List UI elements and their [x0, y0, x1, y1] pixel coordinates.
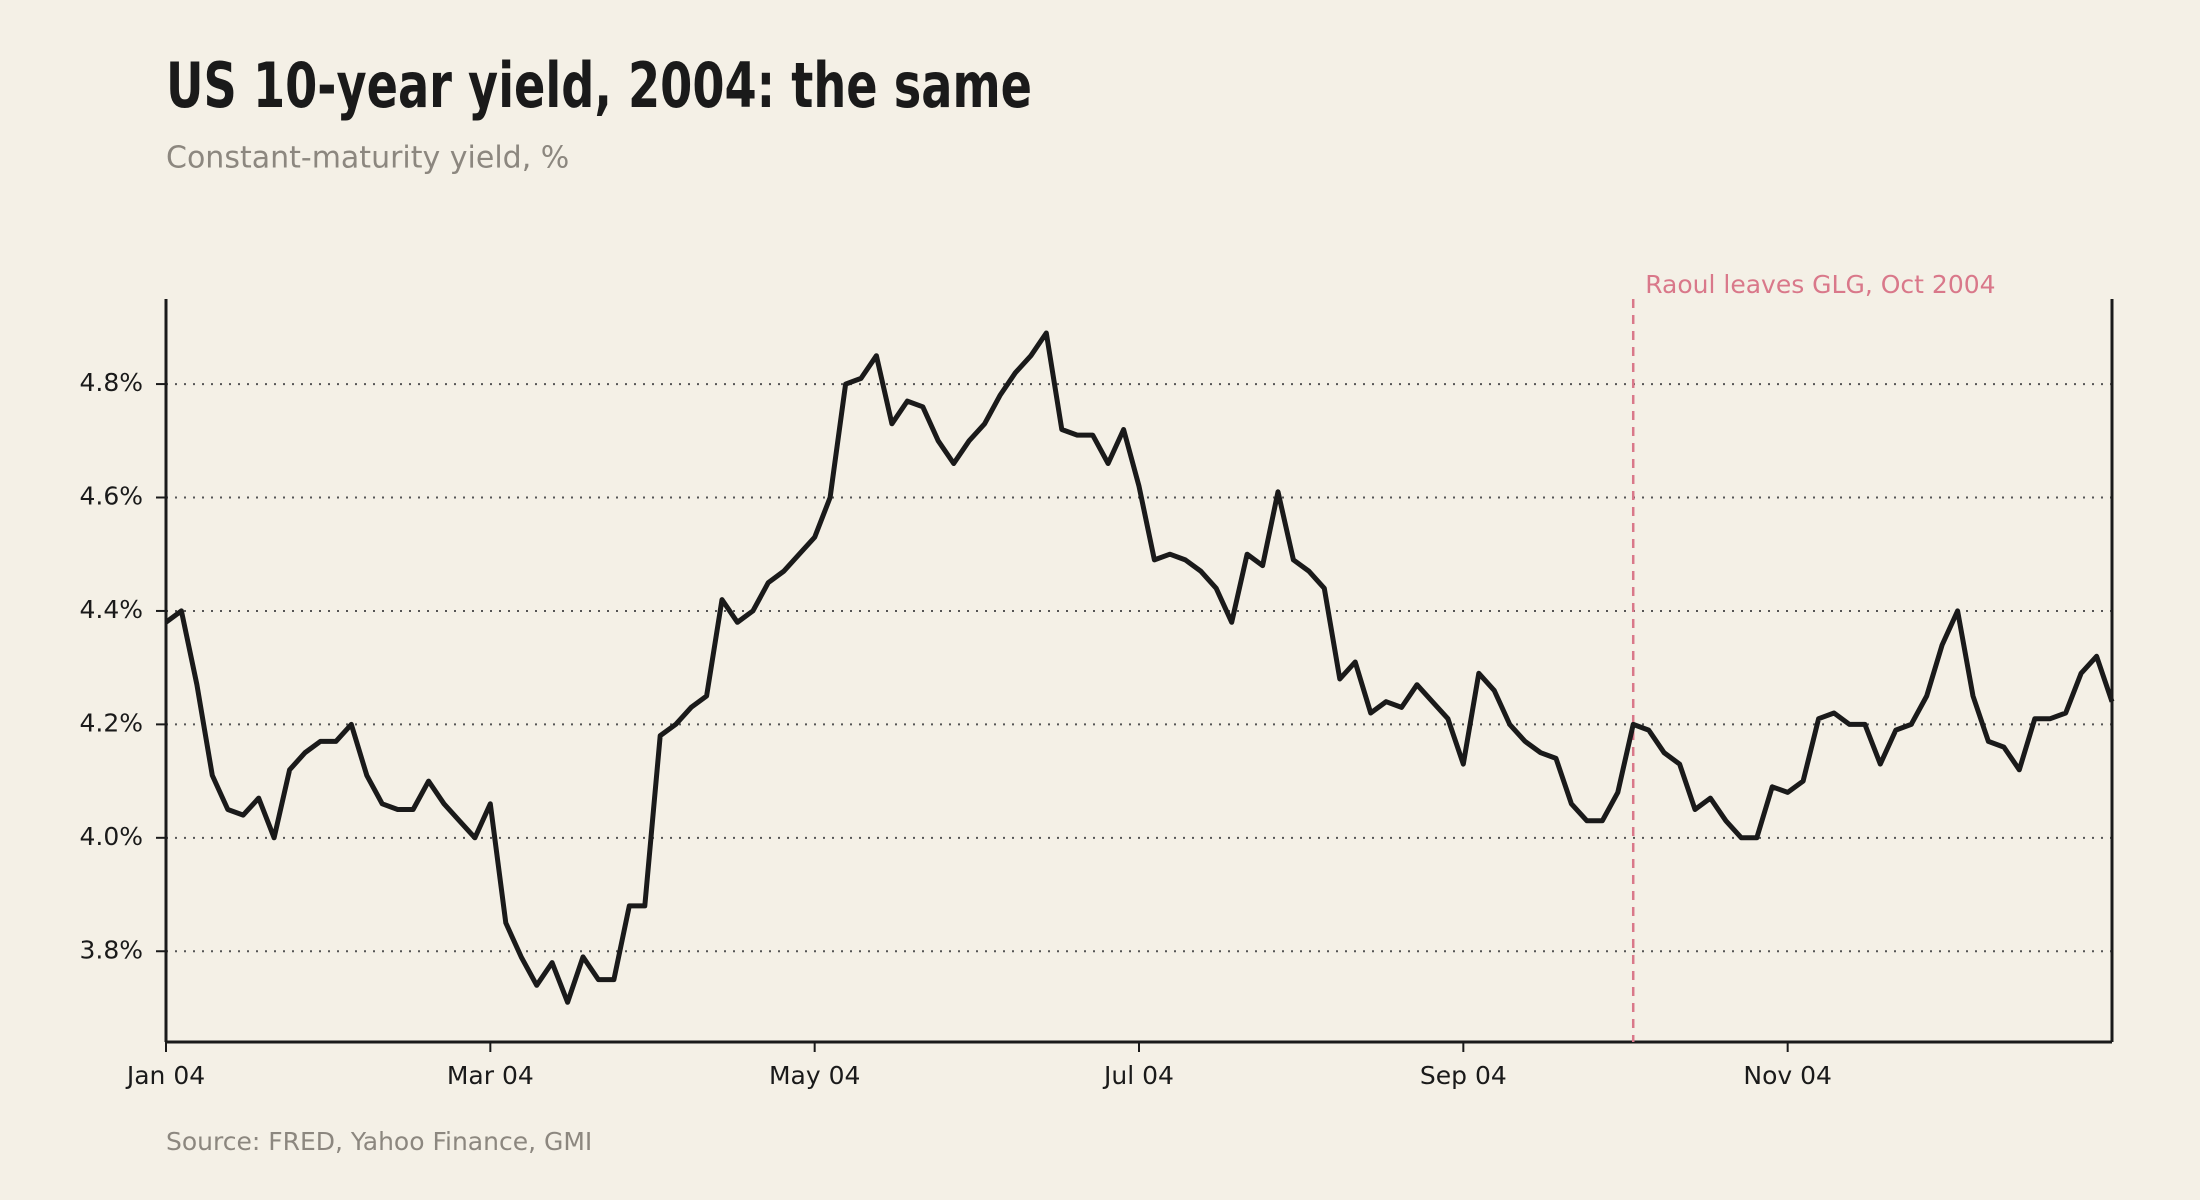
y-tick-label: 3.8%: [79, 935, 143, 964]
x-tick-label: Sep 04: [1420, 1061, 1507, 1090]
x-tick-label: Nov 04: [1743, 1061, 1832, 1090]
chart-title: US 10-year yield, 2004: the same: [166, 49, 1032, 122]
x-tick-label: Mar 04: [447, 1061, 534, 1090]
yield-line: [164, 330, 2115, 1005]
y-tick-label: 4.2%: [79, 708, 143, 737]
y-tick-label: 4.4%: [79, 595, 143, 624]
y-tick-label: 4.6%: [79, 482, 143, 511]
x-tick-label: Jan 04: [125, 1061, 205, 1090]
x-tick-label: May 04: [769, 1061, 860, 1090]
y-tick-label: 4.8%: [79, 368, 143, 397]
annotation-label: Raoul leaves GLG, Oct 2004: [1645, 270, 1995, 299]
chart-subtitle: Constant-maturity yield, %: [166, 141, 569, 176]
x-tick-label: Jul 04: [1102, 1061, 1174, 1090]
y-tick-label: 4.0%: [79, 822, 143, 851]
source-note: Source: FRED, Yahoo Finance, GMI: [166, 1127, 592, 1156]
